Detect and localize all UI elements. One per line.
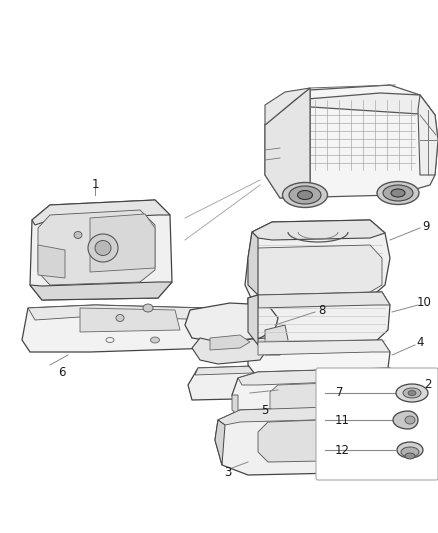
Polygon shape xyxy=(210,335,250,350)
Polygon shape xyxy=(252,220,385,240)
Polygon shape xyxy=(265,88,310,125)
Polygon shape xyxy=(248,232,258,295)
Ellipse shape xyxy=(396,384,428,402)
Text: 6: 6 xyxy=(58,366,66,378)
Text: 10: 10 xyxy=(417,296,431,310)
Polygon shape xyxy=(265,325,288,355)
Polygon shape xyxy=(232,395,238,415)
Polygon shape xyxy=(248,245,382,295)
Text: 12: 12 xyxy=(335,443,350,456)
Ellipse shape xyxy=(74,231,82,238)
Polygon shape xyxy=(393,411,418,429)
Polygon shape xyxy=(238,368,402,385)
Ellipse shape xyxy=(95,240,111,255)
Polygon shape xyxy=(248,295,258,345)
Ellipse shape xyxy=(88,234,118,262)
Ellipse shape xyxy=(143,304,153,312)
Polygon shape xyxy=(30,200,172,300)
Ellipse shape xyxy=(283,182,328,207)
Polygon shape xyxy=(265,85,438,198)
Ellipse shape xyxy=(405,416,415,424)
Polygon shape xyxy=(215,405,412,475)
Text: 8: 8 xyxy=(318,303,326,317)
Text: 4: 4 xyxy=(416,336,424,350)
Polygon shape xyxy=(258,418,382,462)
Polygon shape xyxy=(80,308,180,332)
Polygon shape xyxy=(185,303,278,342)
Text: 1: 1 xyxy=(91,179,99,191)
Text: 2: 2 xyxy=(424,378,432,392)
Ellipse shape xyxy=(289,186,321,204)
Text: 5: 5 xyxy=(261,403,268,416)
Polygon shape xyxy=(30,282,172,300)
Text: 11: 11 xyxy=(335,414,350,426)
Polygon shape xyxy=(192,330,275,364)
Polygon shape xyxy=(265,88,310,198)
Text: 9: 9 xyxy=(422,220,430,232)
Polygon shape xyxy=(195,365,298,375)
Polygon shape xyxy=(418,95,438,175)
Polygon shape xyxy=(22,305,225,352)
Polygon shape xyxy=(90,214,155,272)
FancyBboxPatch shape xyxy=(316,368,438,480)
Polygon shape xyxy=(38,210,155,285)
Polygon shape xyxy=(232,368,402,422)
Ellipse shape xyxy=(403,388,421,398)
Text: 7: 7 xyxy=(336,386,344,400)
Ellipse shape xyxy=(408,391,416,395)
Polygon shape xyxy=(258,340,390,355)
Polygon shape xyxy=(28,305,220,322)
Ellipse shape xyxy=(397,442,423,458)
Polygon shape xyxy=(248,292,390,345)
Polygon shape xyxy=(188,365,298,400)
Polygon shape xyxy=(38,245,65,278)
Ellipse shape xyxy=(297,190,312,199)
Ellipse shape xyxy=(151,337,159,343)
Ellipse shape xyxy=(377,182,419,205)
Ellipse shape xyxy=(401,447,419,457)
Polygon shape xyxy=(218,405,408,425)
Ellipse shape xyxy=(116,314,124,321)
Polygon shape xyxy=(270,382,362,415)
Polygon shape xyxy=(245,220,390,300)
Ellipse shape xyxy=(383,185,413,201)
Ellipse shape xyxy=(405,453,415,459)
Polygon shape xyxy=(215,420,225,465)
Polygon shape xyxy=(248,340,390,378)
Polygon shape xyxy=(32,200,170,225)
Text: 3: 3 xyxy=(224,465,232,479)
Polygon shape xyxy=(265,93,435,125)
Polygon shape xyxy=(258,292,390,308)
Ellipse shape xyxy=(391,189,405,197)
